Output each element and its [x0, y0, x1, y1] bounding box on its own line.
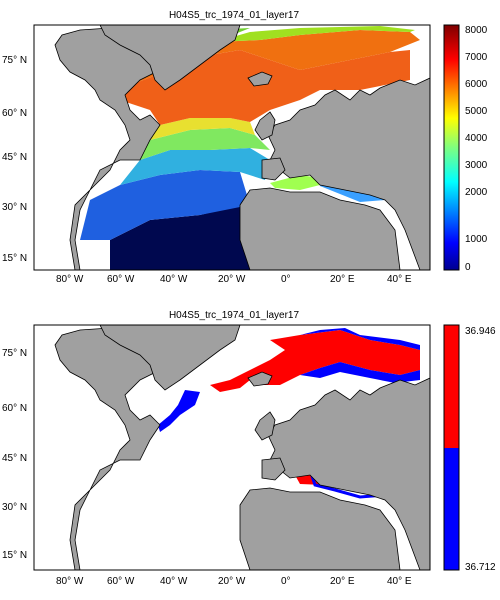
lat-label-30n-top: 30° N [2, 202, 28, 213]
lat-label-75n-bottom: 75° N [2, 348, 28, 359]
colorbar-top-tick-2000: 2000 [465, 187, 488, 198]
lon-label-80w-top: 80° W [56, 274, 84, 285]
lon-label-40w-bottom: 40° W [160, 576, 188, 587]
map-title-bottom: H04S5_trc_1974_01_layer17 [168, 310, 300, 321]
colorbar-top [443, 24, 460, 271]
lon-label-40w-top: 40° W [160, 274, 188, 285]
lon-label-20e-bottom: 20° E [330, 576, 355, 587]
colorbar-top-tick-7000: 7000 [465, 52, 488, 63]
colorbar-top-tick-0: 0 [465, 262, 471, 273]
lon-label-60w-bottom: 60° W [107, 576, 135, 587]
lon-label-0-bottom: 0° [281, 576, 291, 587]
lat-label-45n-top: 45° N [2, 152, 28, 163]
colorbar-top-tick-5000: 5000 [465, 106, 488, 117]
colorbar-top-tick-8000: 8000 [465, 25, 488, 36]
map-frame-bottom [33, 324, 431, 571]
lat-label-45n-bottom: 45° N [2, 453, 28, 464]
land-top [34, 25, 430, 270]
lat-label-15n-top: 15° N [2, 253, 28, 264]
lat-label-60n-top: 60° N [2, 108, 28, 119]
lon-label-20e-top: 20° E [330, 274, 355, 285]
lon-label-20w-top: 20° W [218, 274, 246, 285]
colorbar-bottom-red [444, 325, 459, 448]
land-bottom [34, 325, 430, 570]
lat-label-75n-top: 75° N [2, 55, 28, 66]
colorbar-bottom [443, 324, 460, 571]
colorbar-top-tick-3000: 3000 [465, 160, 488, 171]
lon-label-20w-bottom: 20° W [218, 576, 246, 587]
colorbar-bottom-max-label: 36.946 [465, 326, 496, 337]
lon-label-80w-bottom: 80° W [56, 576, 84, 587]
lon-label-40e-bottom: 40° E [387, 576, 412, 587]
lat-label-30n-bottom: 30° N [2, 502, 28, 513]
colorbar-bottom-min-label: 36.712 [465, 562, 496, 573]
colorbar-top-tick-4000: 4000 [465, 133, 488, 144]
lon-label-0-top: 0° [281, 274, 291, 285]
map-frame-top [33, 24, 431, 271]
map-title-top: H04S5_trc_1974_01_layer17 [168, 10, 300, 21]
lon-label-60w-top: 60° W [107, 274, 135, 285]
colorbar-top-tick-1000: 1000 [465, 234, 488, 245]
map-bottom-content [34, 325, 430, 570]
colorbar-bottom-blue [444, 448, 459, 570]
colorbar-top-tick-6000: 6000 [465, 79, 488, 90]
lon-label-40e-top: 40° E [387, 274, 412, 285]
map-top-content [34, 25, 430, 270]
lat-label-15n-bottom: 15° N [2, 550, 28, 561]
lat-label-60n-bottom: 60° N [2, 403, 28, 414]
